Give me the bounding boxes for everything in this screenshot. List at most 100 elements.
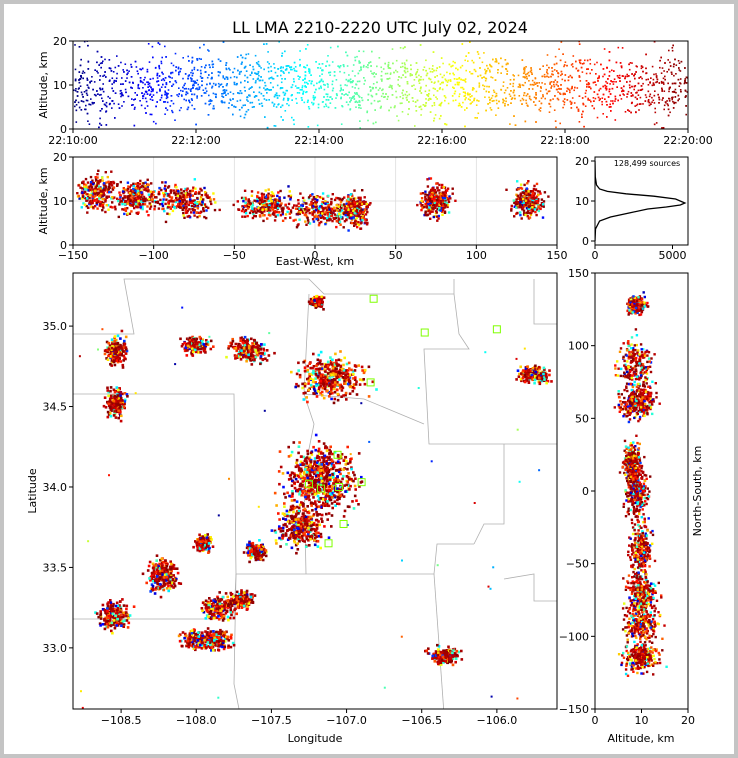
lightning-source-point: [475, 90, 478, 93]
lightning-source-point: [454, 83, 457, 86]
lightning-source-point: [441, 76, 444, 79]
lightning-source-point: [583, 62, 585, 65]
lightning-source-point: [533, 81, 536, 84]
lightning-source-point: [559, 122, 561, 125]
lightning-source-point: [686, 91, 688, 93]
lightning-source-point: [579, 80, 582, 82]
lightning-source-point: [471, 101, 474, 103]
lightning-source-point: [457, 68, 459, 71]
lightning-source-point: [89, 81, 91, 84]
lightning-source-point: [150, 90, 153, 93]
lightning-source-point: [552, 98, 554, 100]
lightning-source-point: [137, 196, 140, 199]
lightning-source-point: [262, 214, 265, 217]
lightning-source-point: [575, 67, 578, 70]
lightning-source-point: [684, 81, 686, 83]
lightning-source-point: [458, 78, 460, 80]
lightning-source-point: [273, 198, 277, 201]
lightning-source-point: [489, 98, 492, 101]
lightning-source-point: [432, 215, 435, 219]
lightning-source-point: [430, 202, 434, 205]
lightning-source-point: [335, 204, 338, 207]
lightning-source-point: [433, 199, 436, 203]
lightning-source-point: [535, 92, 537, 94]
lightning-source-point: [177, 190, 180, 193]
lightning-source-point: [156, 91, 158, 94]
lightning-source-point: [389, 73, 392, 75]
lightning-source-point: [419, 105, 422, 108]
lightning-source-point: [109, 67, 112, 70]
lightning-source-point: [588, 86, 591, 88]
lightning-source-point: [320, 85, 322, 88]
lightning-source-point: [174, 200, 178, 204]
lightning-source-point: [233, 81, 236, 84]
lightning-source-point: [107, 180, 110, 183]
lightning-source-point: [184, 73, 187, 75]
lightning-source-point: [249, 95, 251, 97]
lightning-source-point: [432, 65, 434, 67]
lightning-source-point: [239, 90, 242, 92]
lightning-source-point: [120, 61, 122, 64]
lightning-source-point: [505, 68, 507, 70]
lightning-source-point: [391, 48, 394, 50]
lightning-source-point: [121, 94, 123, 96]
lightning-source-point: [325, 99, 328, 101]
lightning-source-point: [381, 89, 383, 92]
lightning-source-point: [349, 78, 352, 80]
lightning-source-point: [608, 88, 611, 90]
lightning-source-point: [395, 69, 397, 72]
lightning-source-point: [201, 201, 204, 204]
lightning-source-point: [667, 82, 669, 85]
lightning-source-point: [108, 182, 111, 185]
lightning-source-point: [654, 107, 656, 110]
lightning-source-point: [272, 86, 274, 89]
lightning-source-point: [436, 67, 438, 69]
lightning-source-point: [370, 102, 373, 105]
lightning-source-point: [523, 94, 525, 97]
lightning-source-point: [441, 204, 444, 207]
lightning-source-point: [360, 107, 362, 109]
lightning-source-point: [326, 95, 329, 98]
lightning-source-point: [184, 202, 187, 206]
lightning-source-point: [134, 98, 136, 100]
lightning-source-point: [244, 104, 246, 106]
lightning-source-point: [175, 69, 177, 72]
lightning-source-point: [81, 187, 84, 190]
lightning-source-point: [321, 101, 324, 103]
lightning-source-point: [121, 105, 123, 107]
lightning-source-point: [318, 63, 321, 65]
lightning-source-point: [614, 119, 617, 121]
lightning-source-point: [365, 218, 368, 222]
lightning-source-point: [382, 88, 384, 91]
lightning-source-point: [258, 65, 260, 67]
lightning-source-point: [285, 67, 288, 70]
lightning-source-point: [170, 95, 173, 97]
lightning-source-point: [172, 102, 175, 105]
lightning-source-point: [667, 114, 670, 117]
lightning-source-point: [307, 126, 310, 128]
lightning-source-point: [365, 66, 368, 68]
lightning-source-point: [95, 201, 98, 204]
lightning-source-point: [668, 100, 671, 102]
lightning-source-point: [416, 203, 419, 207]
lightning-source-point: [464, 92, 467, 95]
lightning-source-point: [339, 214, 342, 217]
lightning-source-point: [194, 80, 196, 83]
lightning-source-point: [243, 189, 247, 192]
lightning-source-point: [195, 82, 198, 84]
lightning-source-point: [249, 74, 252, 76]
lightning-source-point: [260, 192, 264, 195]
lightning-source-point: [540, 87, 542, 89]
lightning-source-point: [111, 100, 114, 102]
lightning-source-point: [192, 72, 194, 75]
lightning-source-point: [563, 98, 566, 100]
lightning-source-point: [99, 110, 102, 112]
lightning-source-point: [562, 100, 565, 102]
lightning-source-point: [354, 75, 356, 77]
lightning-source-point: [647, 84, 650, 86]
lightning-source-point: [162, 78, 165, 80]
lightning-source-point: [576, 87, 579, 89]
lightning-source-point: [606, 104, 608, 106]
lightning-source-point: [634, 96, 637, 99]
lightning-source-point: [134, 198, 138, 202]
